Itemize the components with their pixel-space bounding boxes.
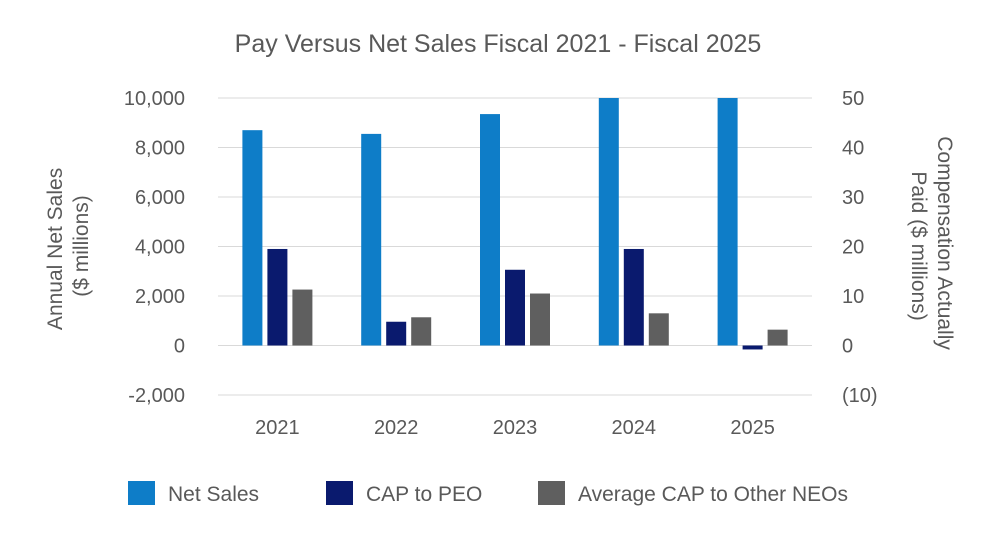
bar-net-sales-2022 — [361, 133, 382, 346]
left-tick-label: 10,000 — [124, 88, 185, 110]
right-axis-ticks: 50 40 30 20 10 0 (10) — [842, 88, 878, 407]
x-axis-ticks: 2021 2022 2023 2024 2025 — [255, 417, 775, 439]
left-tick-label: 0 — [174, 336, 185, 358]
x-tick-label: 2021 — [255, 417, 300, 439]
left-axis-title-line1: Annual Net Sales — [44, 168, 67, 330]
legend-swatch-net-sales — [128, 481, 155, 505]
bar-cap-to-peo-2023 — [505, 269, 525, 346]
x-tick-label: 2025 — [730, 417, 775, 439]
left-axis-title-line2: ($ millions) — [70, 195, 93, 297]
legend-swatch-average-cap-to-other-neos — [538, 481, 565, 505]
bar-average-cap-to-other-neos-2023 — [530, 293, 550, 346]
bar-average-cap-to-other-neos-2025 — [767, 329, 788, 346]
left-axis-ticks: 10,000 8,000 6,000 4,000 2,000 0 -2,000 — [124, 88, 185, 407]
x-tick-label: 2022 — [374, 417, 419, 439]
right-tick-label: (10) — [842, 385, 878, 407]
bar-net-sales-2023 — [480, 114, 500, 346]
x-tick-label: 2024 — [612, 417, 657, 439]
left-axis-title: Annual Net Sales ($ millions) — [44, 162, 93, 330]
bar-net-sales-2024 — [598, 98, 619, 346]
bar-cap-to-peo-2022 — [386, 321, 407, 346]
x-tick-label: 2023 — [493, 417, 538, 439]
bar-average-cap-to-other-neos-2021 — [292, 289, 313, 346]
left-tick-label: -2,000 — [128, 385, 185, 407]
chart-title: Pay Versus Net Sales Fiscal 2021 - Fisca… — [235, 30, 762, 58]
bar-average-cap-to-other-neos-2024 — [648, 313, 669, 346]
bar-cap-to-peo-2024 — [623, 248, 644, 346]
bar-net-sales-2025 — [717, 98, 738, 346]
right-tick-label: 0 — [842, 336, 853, 358]
right-tick-label: 20 — [842, 237, 864, 259]
bar-average-cap-to-other-neos-2022 — [411, 317, 432, 346]
legend: Net Sales CAP to PEO Average CAP to Other … — [128, 481, 848, 506]
left-tick-label: 2,000 — [135, 286, 185, 308]
left-tick-label: 6,000 — [135, 187, 185, 209]
right-axis-title-line1: Compensation Actually — [933, 136, 956, 350]
legend-label-average-cap-to-other-neos: Average CAP to Other NEOs — [578, 483, 848, 506]
legend-label-net-sales: Net Sales — [168, 483, 259, 506]
right-axis-title: Compensation Actually Paid ($ millions) — [907, 136, 956, 355]
right-axis-title-line2: Paid ($ millions) — [907, 171, 930, 320]
bar-net-sales-2021 — [242, 130, 263, 346]
right-tick-label: 30 — [842, 187, 864, 209]
bar-marks — [242, 98, 788, 350]
right-tick-label: 10 — [842, 286, 864, 308]
left-tick-label: 4,000 — [135, 237, 185, 259]
right-tick-label: 40 — [842, 138, 864, 160]
bar-cap-to-peo-2025 — [742, 345, 763, 350]
right-tick-label: 50 — [842, 88, 864, 110]
legend-swatch-cap-to-peo — [326, 481, 353, 505]
legend-label-cap-to-peo: CAP to PEO — [366, 483, 482, 506]
bar-cap-to-peo-2021 — [267, 248, 288, 346]
left-tick-label: 8,000 — [135, 138, 185, 160]
